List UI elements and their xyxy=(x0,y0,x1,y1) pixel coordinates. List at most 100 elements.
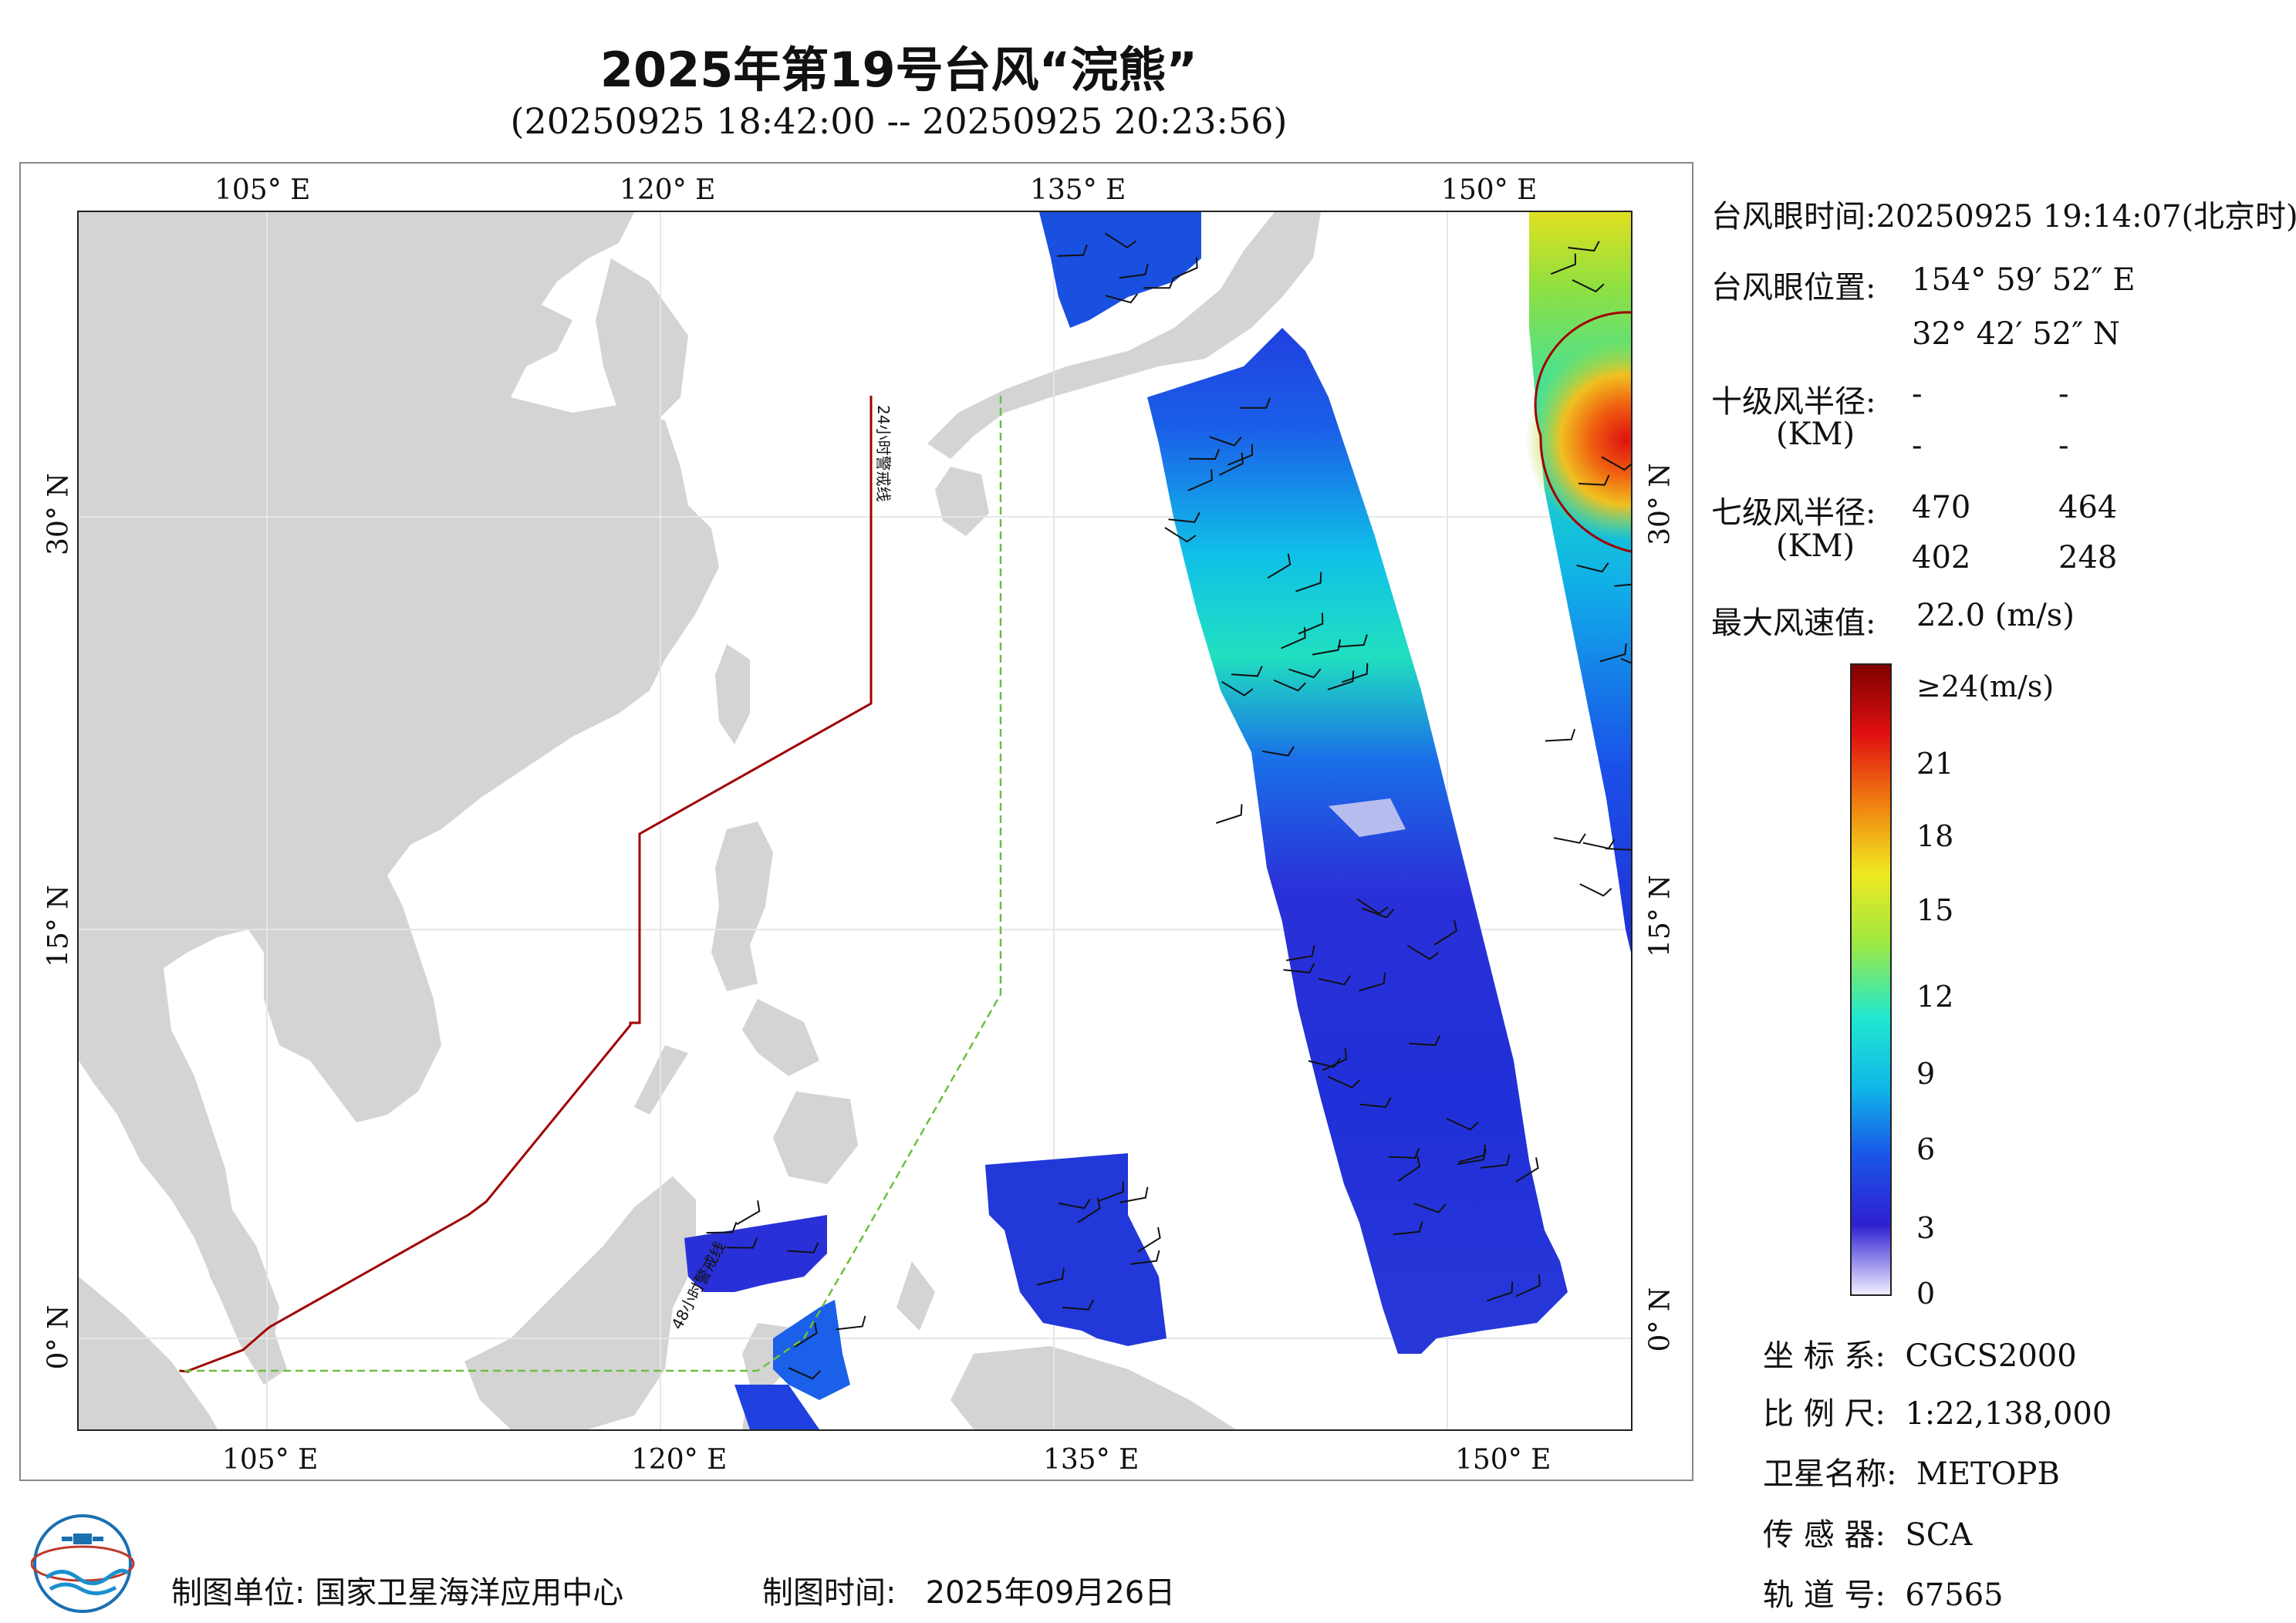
footer-org-value: 国家卫星海洋应用中心 xyxy=(315,1575,624,1611)
r7-value-2: 464 xyxy=(2058,490,2118,525)
wind-barb xyxy=(1337,634,1368,648)
wind-field-map[interactable]: 24小时警戒线 48小时警戒线 xyxy=(77,211,1633,1431)
lon-label-bottom-150: 150° E xyxy=(1455,1444,1551,1476)
wind-barb xyxy=(1188,448,1221,461)
eye-lon-value: 154° 59′ 52″ E xyxy=(1912,262,2136,298)
wind-barb xyxy=(1406,944,1439,960)
wind-barb xyxy=(1281,626,1306,650)
land-japan xyxy=(927,212,1321,459)
wind-barb xyxy=(1327,670,1355,690)
wind-barb xyxy=(1036,1267,1065,1286)
eye-pos-label: 台风眼位置: xyxy=(1711,270,1876,305)
warning-line-48h xyxy=(179,396,1002,1372)
wind-barb xyxy=(1137,1227,1161,1253)
sensor-label: 传 感 器: xyxy=(1763,1517,1886,1553)
land-sumatra xyxy=(79,1277,218,1429)
wind-barb xyxy=(1262,746,1295,757)
wind-barb xyxy=(1486,1281,1514,1302)
lon-label-bottom-105: 105° E xyxy=(222,1444,319,1476)
warning-line-24h xyxy=(178,396,873,1373)
r7-unit: (KM) xyxy=(1776,528,1855,564)
lat-label-right-30: 30° N xyxy=(1644,463,1676,545)
wind-barb xyxy=(1328,1075,1361,1088)
land-visayas xyxy=(742,999,819,1076)
typhoon-wind-radius xyxy=(1534,311,1631,553)
footer-org-label: 制图单位: xyxy=(171,1575,306,1611)
swath-south-small xyxy=(773,1300,850,1400)
swath-layer xyxy=(684,212,1631,1429)
wind-barb xyxy=(1209,436,1242,447)
sensor-value: SCA xyxy=(1905,1517,1973,1553)
land-taiwan xyxy=(715,644,750,744)
swath-main xyxy=(1147,328,1568,1354)
wind-barb xyxy=(736,1200,761,1226)
swath-light-spots xyxy=(1329,798,1406,837)
lon-label-bottom-135: 135° E xyxy=(1043,1444,1140,1476)
land-luzon xyxy=(711,822,773,991)
wind-barb xyxy=(1215,804,1243,824)
satellite-label: 卫星名称: xyxy=(1763,1456,1897,1492)
wind-barb xyxy=(1221,680,1254,697)
wind-barb xyxy=(1267,553,1292,579)
r10-unit: (KM) xyxy=(1776,417,1855,452)
eye-time-value: 20250925 19:14:07(北京时) xyxy=(1876,199,2296,235)
wind-barb xyxy=(787,1242,819,1254)
wind-barb xyxy=(1579,883,1612,897)
wind-barb xyxy=(1104,232,1136,249)
crs-label: 坐 标 系: xyxy=(1763,1338,1886,1374)
wind-barb xyxy=(1605,848,1631,851)
scale-label: 比 例 尺: xyxy=(1763,1396,1886,1432)
wind-barb xyxy=(1457,1149,1487,1166)
satellite-value: METOPB xyxy=(1916,1456,2060,1492)
wind-barb xyxy=(1515,1157,1539,1183)
orbit-value: 67565 xyxy=(1905,1577,2004,1613)
footer-time-value: 2025年09月26日 xyxy=(925,1575,1176,1611)
r10-value-3: - xyxy=(1912,428,1923,464)
wind-barb xyxy=(1168,511,1200,523)
wind-barb xyxy=(1393,1220,1423,1236)
legend-tick-21: 21 xyxy=(1916,747,1954,781)
wind-barb xyxy=(1361,907,1395,919)
scale-value: 1:22,138,000 xyxy=(1905,1396,2112,1432)
nsoas-logo-icon xyxy=(30,1514,135,1613)
crs-value: CGCS2000 xyxy=(1905,1338,2077,1374)
land-new-guinea xyxy=(950,1346,1236,1429)
wind-barb xyxy=(1515,1274,1541,1297)
wind-barb xyxy=(1231,666,1263,677)
wind-barb xyxy=(1119,1186,1149,1203)
wind-barb xyxy=(1342,663,1369,683)
wind-barb xyxy=(1219,452,1244,476)
wind-barb xyxy=(1359,1097,1392,1108)
max-wind-label: 最大风速值: xyxy=(1711,606,1876,641)
r7-value-3: 402 xyxy=(1912,540,1971,575)
wind-barb xyxy=(1356,898,1389,915)
swath-south-west xyxy=(684,1215,827,1292)
wind-barb xyxy=(1286,945,1315,961)
wind-barb xyxy=(1057,244,1088,257)
wind-barb xyxy=(1599,643,1627,663)
wind-barb xyxy=(1576,562,1609,573)
scale-row: 比 例 尺: 1:22,138,000 xyxy=(1763,1388,2112,1433)
wind-barb xyxy=(727,1237,758,1249)
lon-label-top-150: 150° E xyxy=(1441,174,1538,206)
swath-south-bottom xyxy=(734,1385,819,1429)
wind-barb xyxy=(1119,263,1149,279)
wind-barb xyxy=(1397,1156,1421,1183)
wind-barb xyxy=(706,1221,738,1234)
wind-barb xyxy=(1388,1147,1420,1159)
land-borneo xyxy=(464,1176,696,1429)
legend-tick-6: 6 xyxy=(1916,1132,1936,1166)
satellite-row: 卫星名称: METOPB xyxy=(1763,1449,2060,1493)
wind-speed-colorbar xyxy=(1850,663,1892,1296)
lat-label-right-15: 15° N xyxy=(1644,875,1676,957)
wind-barb xyxy=(1058,1198,1091,1210)
land-halmahera xyxy=(896,1261,935,1331)
wind-barb xyxy=(1614,583,1631,587)
footer-organization: 制图单位: 国家卫星海洋应用中心 xyxy=(171,1567,623,1612)
r10-label: 十级风半径: xyxy=(1711,384,1876,420)
wind-barb xyxy=(1240,397,1271,409)
wind-barb xyxy=(1481,1154,1511,1169)
legend-tick-9: 9 xyxy=(1916,1057,1936,1091)
legend-tick-24: ≥24(m/s) xyxy=(1916,670,2055,704)
r10-value-2: - xyxy=(2058,376,2069,412)
